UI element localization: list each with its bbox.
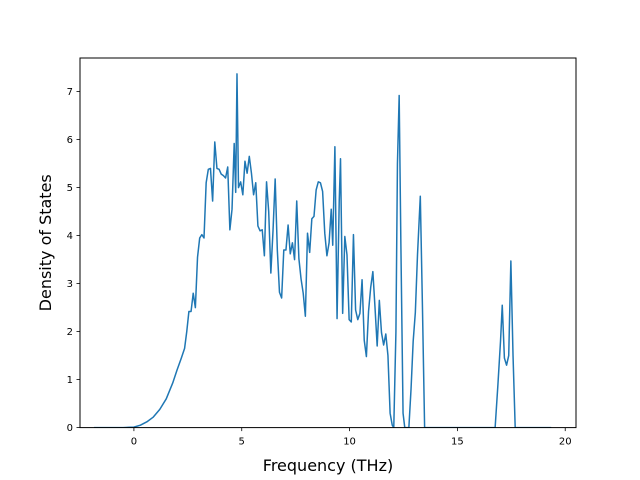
x-tick-label: 15 — [451, 437, 464, 448]
y-axis-label: Density of States — [36, 174, 55, 311]
ticks-layer: 0 5 10 15 20 0 1 2 3 4 5 6 7 — [67, 87, 572, 447]
x-tick-label: 0 — [131, 437, 137, 448]
dos-series-line — [94, 73, 552, 428]
y-tick-label: 0 — [67, 423, 73, 434]
plot-frame — [79, 57, 577, 429]
x-tick-label: 10 — [343, 437, 356, 448]
y-tick-label: 7 — [67, 87, 73, 98]
lines-layer — [94, 73, 552, 428]
y-tick-label: 6 — [67, 135, 73, 146]
y-tick-label: 3 — [67, 279, 73, 290]
y-tick-label: 2 — [67, 327, 73, 338]
y-tick-label: 5 — [67, 183, 73, 194]
x-tick-label: 5 — [239, 437, 245, 448]
y-tick-label: 4 — [67, 231, 73, 242]
y-tick-label: 1 — [67, 375, 73, 386]
x-tick-label: 20 — [559, 437, 572, 448]
x-axis-label: Frequency (THz) — [263, 456, 393, 475]
